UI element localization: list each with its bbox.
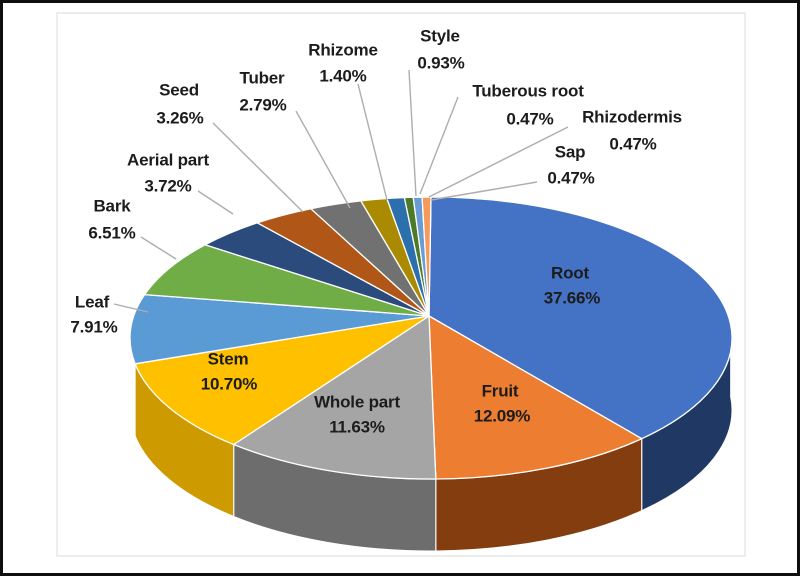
slice-pct-style: 0.93% [417,53,464,72]
leader-line-leaf [113,303,149,313]
pie-slice-fruit [428,315,643,480]
slice-name-sap: Sap [555,142,586,161]
slice-pct-rhizodermis: 0.47% [609,134,656,153]
pie-slice-leaf [129,293,430,365]
leader-line-sap [430,181,538,201]
slice-name-stem: Stem [208,349,249,368]
slice-pct-leaf: 7.91% [70,317,117,336]
slice-name-seed: Seed [159,80,199,99]
plot-area-border [56,12,746,557]
slice-name-fruit: Fruit [482,381,519,400]
slice-pct-root: 37.66% [544,288,601,307]
slice-name-rhizome: Rhizome [308,40,377,59]
slice-name-leaf: Leaf [75,292,110,311]
slice-pct-tuber: 2.79% [239,95,286,114]
leader-line-style [408,69,417,197]
pie-slice-bark [143,244,430,317]
leader-line-rhizodermis [428,126,569,198]
slice-pct-stem: 10.70% [201,374,258,393]
leader-line-tuberous-root [419,96,459,195]
slice-pct-fruit: 12.09% [474,406,531,425]
slice-pct-seed: 3.26% [156,108,203,127]
slice-pct-rhizome: 1.40% [319,66,366,85]
pie-slice-whole-part [233,315,437,480]
slice-pct-tuberous-root: 0.47% [506,109,553,128]
leader-line-tuber [295,110,351,209]
slice-name-whole-part: Whole part [314,392,400,411]
leader-line-bark [140,236,177,260]
slice-name-tuberous-root: Tuberous root [472,81,584,100]
slice-name-aerial-part: Aerial part [127,150,209,169]
pie-slice-root [428,196,733,440]
slice-name-style: Style [420,26,460,45]
slice-pct-sap: 0.47% [547,168,594,187]
leader-line-aerial-part [197,190,234,215]
pie-slice-sap [421,196,432,317]
slice-name-root: Root [551,263,589,282]
slice-name-rhizodermis: Rhizodermis [582,107,682,126]
pie-slice-stem [134,315,430,446]
slice-pct-bark: 6.51% [88,223,135,242]
slice-pct-aerial-part: 3.72% [144,176,191,195]
slice-pct-whole-part: 11.63% [329,417,385,436]
leader-line-seed [212,122,304,213]
slice-name-tuber: Tuber [240,68,286,87]
slice-name-bark: Bark [93,196,131,215]
leader-line-rhizome [357,83,388,201]
pie-chart: Root 37.66% Fruit 12.09% Whole part 11.63% Ste… [56,12,746,557]
